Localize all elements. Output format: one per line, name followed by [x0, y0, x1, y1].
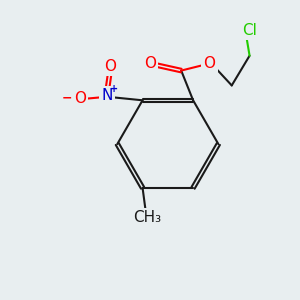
Text: O: O: [144, 56, 156, 70]
Text: N: N: [101, 88, 112, 103]
Text: Cl: Cl: [242, 23, 257, 38]
Text: O: O: [104, 58, 116, 74]
Text: −: −: [61, 92, 72, 105]
Text: CH₃: CH₃: [133, 210, 161, 225]
Text: +: +: [110, 84, 118, 94]
Text: O: O: [203, 56, 215, 70]
Text: O: O: [74, 91, 86, 106]
